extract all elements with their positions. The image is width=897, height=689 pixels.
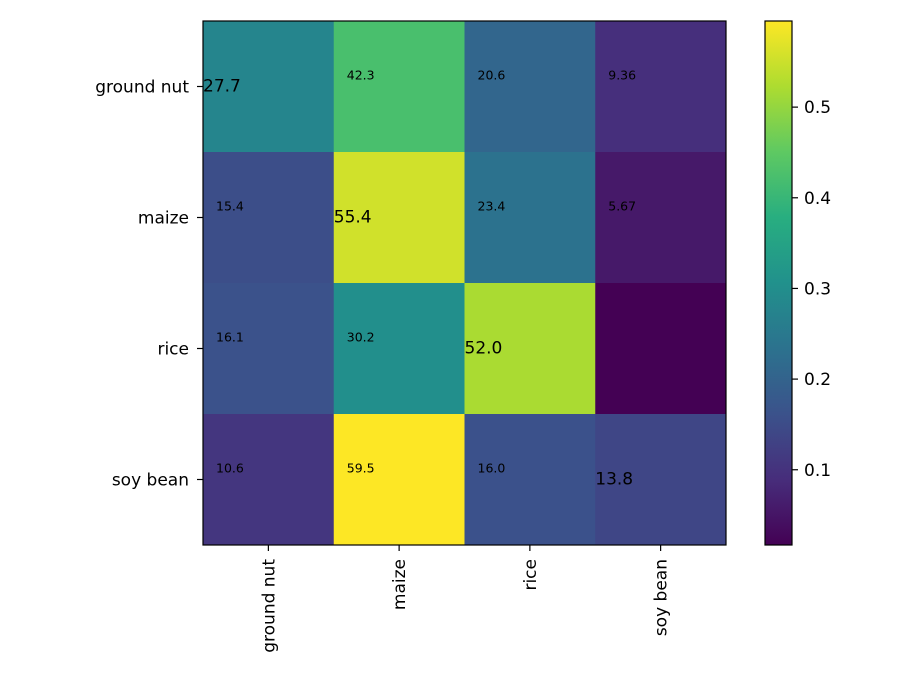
cell-value-label: 27.7	[203, 77, 241, 97]
row-tick-label: ground nut	[95, 78, 189, 98]
row-tick-label: maize	[138, 209, 189, 229]
heatmap-cell	[464, 414, 596, 546]
cell-value-label: 42.3	[347, 68, 375, 83]
cell-value-label: 16.0	[478, 461, 506, 476]
heatmap-cell-labels: 27.7 42.3 20.6 9.36 15.4 55.4 23.4 5.67 16.1 30.2…	[203, 68, 636, 490]
cell-value-label: 30.2	[347, 330, 375, 345]
colorbar-tick-label: 0.5	[804, 98, 831, 118]
heatmap-cell	[333, 152, 465, 284]
cell-value-label: 55.4	[334, 208, 372, 228]
heatmap-cell	[333, 21, 465, 153]
heatmap-cell	[464, 152, 596, 284]
cell-value-label: 20.6	[478, 68, 506, 83]
column-tick-label: maize	[390, 559, 410, 610]
cell-value-label: 59.5	[347, 461, 375, 476]
cell-value-label: 9.36	[608, 68, 636, 83]
heatmap-cell	[203, 283, 335, 415]
colorbar-tick-label: 0.4	[804, 189, 831, 209]
column-tick-label: ground nut	[259, 559, 279, 653]
cell-value-label: 16.1	[216, 330, 244, 345]
column-tick-label: soy bean	[652, 559, 672, 636]
cell-value-label: 15.4	[216, 199, 244, 214]
cell-value-label: 5.67	[608, 199, 636, 214]
colorbar-tick-label: 0.2	[804, 370, 831, 390]
colorbar-tick-label: 0.1	[804, 461, 831, 481]
heatmap-cell	[203, 21, 335, 153]
plot-frame	[202, 20, 727, 546]
column-axis: ground nut maize rice soy bean	[259, 545, 672, 653]
cell-value-label: 52.0	[465, 339, 503, 359]
colorbar-axis: 0.1 0.2 0.3 0.4 0.5	[792, 98, 831, 481]
heatmap-cell	[203, 152, 335, 284]
heatmap-cell	[333, 283, 465, 415]
row-axis: ground nut maize rice soy bean	[95, 78, 203, 491]
row-tick-label: soy bean	[112, 471, 189, 491]
heatmap-cell	[464, 21, 596, 153]
heatmap-cell	[595, 152, 727, 284]
column-tick-label: rice	[521, 559, 541, 591]
heatmap-cell	[333, 414, 465, 546]
colorbar-tick-label: 0.3	[804, 279, 831, 299]
heatmap-cell	[464, 283, 596, 415]
cell-value-label: 23.4	[478, 199, 506, 214]
cell-value-label: 13.8	[595, 470, 633, 490]
heatmap-cells	[203, 21, 727, 546]
row-tick-label: rice	[157, 340, 189, 360]
colorbar	[764, 20, 793, 546]
heatmap-cell	[595, 414, 727, 546]
heatmap-cell	[203, 414, 335, 546]
heatmap-cell	[595, 283, 727, 415]
cell-value-label: 10.6	[216, 461, 244, 476]
heatmap-cell	[595, 21, 727, 153]
